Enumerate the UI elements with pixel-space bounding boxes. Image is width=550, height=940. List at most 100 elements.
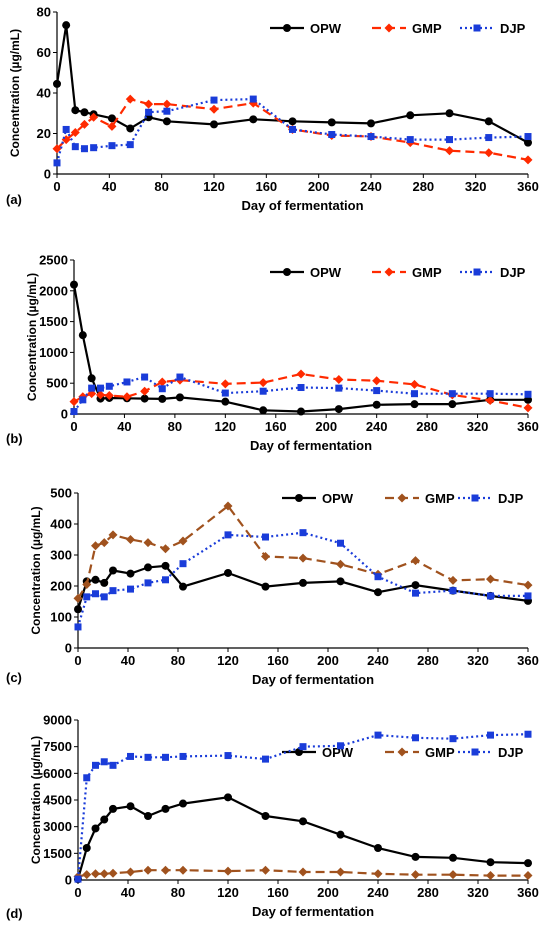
data-point: [412, 589, 419, 597]
data-point: [486, 858, 495, 867]
x-tick-label: 360: [517, 419, 539, 434]
data-point: [158, 385, 166, 393]
data-point: [100, 815, 109, 824]
data-point: [484, 117, 493, 126]
y-tick-label: 500: [50, 486, 72, 501]
data-point: [261, 552, 270, 562]
x-axis-label: Day of fermentation: [252, 672, 374, 687]
x-tick-label: 200: [308, 179, 330, 194]
series-djp: [53, 95, 532, 167]
series-line-gmp: [77, 869, 528, 878]
data-point: [406, 111, 415, 120]
data-point: [104, 391, 114, 401]
data-point: [448, 870, 458, 880]
x-tick-label: 160: [265, 419, 287, 434]
x-tick-label: 160: [267, 653, 289, 668]
data-point: [523, 871, 533, 881]
data-point: [412, 734, 419, 742]
legend-marker: [295, 494, 303, 502]
x-tick-label: 80: [168, 419, 182, 434]
data-point: [69, 397, 79, 407]
data-point: [410, 379, 419, 389]
legend-marker: [397, 747, 407, 757]
legend-label: DJP: [498, 491, 524, 506]
data-point: [486, 871, 495, 881]
y-tick-label: 7500: [43, 739, 72, 754]
x-tick-label: 360: [517, 179, 539, 194]
data-point: [372, 400, 381, 409]
data-point: [53, 79, 61, 88]
data-point: [411, 556, 420, 566]
legend-marker: [283, 268, 291, 276]
data-point: [449, 853, 457, 862]
data-point: [96, 384, 104, 392]
data-point: [249, 95, 257, 103]
legend-label: GMP: [412, 265, 442, 280]
data-point: [161, 544, 170, 554]
legend-marker: [473, 24, 481, 32]
legend-marker: [397, 493, 407, 503]
series-djp: [74, 529, 532, 631]
series-line-gmp: [73, 372, 529, 409]
data-point: [411, 852, 420, 861]
data-point: [140, 386, 150, 396]
legend-marker: [473, 268, 481, 276]
series-line-djp: [76, 733, 529, 880]
legend-label: GMP: [412, 21, 442, 36]
legend-label: GMP: [425, 491, 455, 506]
legend-marker: [384, 23, 394, 33]
data-point: [373, 387, 381, 395]
legend-item-djp: DJP: [460, 265, 526, 280]
y-tick-label: 0: [65, 873, 72, 888]
data-point: [288, 117, 297, 126]
x-tick-label: 320: [467, 653, 489, 668]
data-point: [122, 392, 132, 402]
y-tick-label: 9000: [43, 713, 72, 728]
y-tick-label: 1000: [39, 345, 68, 360]
series-gmp: [73, 865, 533, 881]
data-point: [179, 582, 187, 591]
data-point: [523, 403, 533, 413]
data-point: [334, 405, 343, 414]
data-point: [410, 400, 419, 409]
x-tick-label: 360: [517, 653, 539, 668]
data-point: [91, 575, 100, 584]
data-point: [62, 21, 71, 30]
data-point: [82, 844, 91, 852]
x-tick-label: 80: [171, 885, 185, 900]
data-point: [220, 379, 230, 389]
data-point: [221, 389, 229, 397]
x-tick-label: 280: [417, 885, 439, 900]
data-point: [523, 580, 533, 590]
data-point: [487, 731, 494, 739]
data-point: [108, 530, 118, 540]
data-point: [80, 145, 88, 153]
data-point: [82, 870, 92, 880]
x-tick-label: 0: [53, 179, 60, 194]
data-point: [107, 121, 117, 131]
panel-label: (b): [6, 431, 23, 446]
data-point: [210, 120, 218, 129]
data-point: [524, 133, 532, 141]
y-tick-label: 40: [37, 86, 51, 101]
data-point: [179, 799, 187, 808]
data-point: [261, 582, 270, 591]
data-point: [92, 761, 99, 769]
data-point: [223, 866, 233, 876]
y-tick-label: 1500: [39, 314, 68, 329]
data-point: [79, 119, 89, 129]
data-point: [80, 108, 89, 117]
x-tick-label: 360: [517, 885, 539, 900]
series-djp: [74, 730, 532, 883]
data-point: [524, 592, 532, 600]
data-point: [140, 394, 149, 403]
chart-panel-0: 0 20 40 60 80 0 40 80 120 160 200 240 280 320 360 Day o…: [6, 5, 539, 214]
data-point: [485, 395, 495, 405]
data-point: [91, 541, 100, 551]
data-point: [298, 867, 308, 877]
data-point: [209, 104, 219, 114]
y-tick-label: 400: [50, 517, 72, 532]
legend-label: DJP: [500, 265, 526, 280]
data-point: [144, 753, 152, 761]
x-tick-label: 40: [102, 179, 116, 194]
